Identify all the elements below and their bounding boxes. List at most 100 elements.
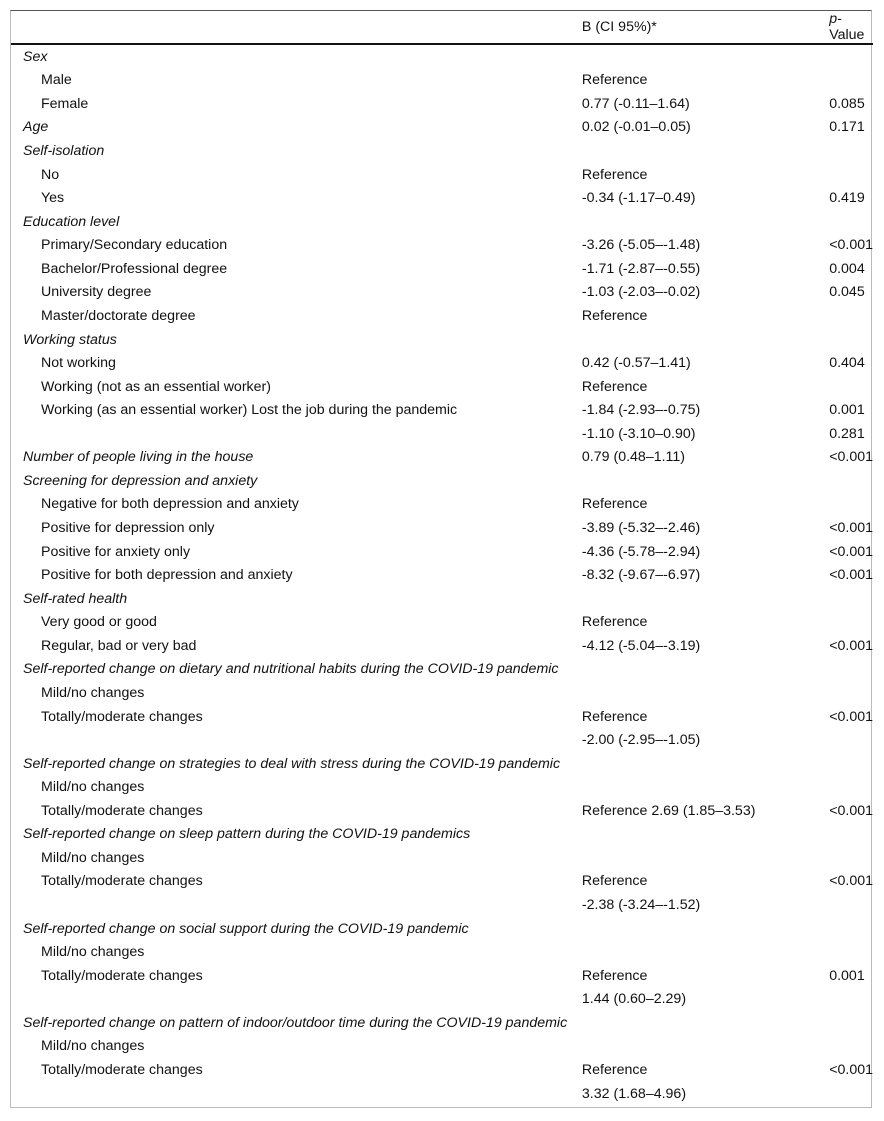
row-label: Not working <box>41 355 116 372</box>
row-label <box>11 1082 570 1106</box>
row-label: Self-reported change on social support d… <box>23 920 469 937</box>
row-b-ci: -1.10 (-3.10–0.90) <box>581 425 696 442</box>
row-label: Self-reported change on pattern of indoo… <box>23 1014 568 1031</box>
row-p-value <box>818 917 873 941</box>
row-b-ci: 0.79 (0.48–1.11) <box>581 449 685 466</box>
row-p-value <box>818 1011 873 1035</box>
row-b-ci: Reference <box>581 307 648 324</box>
row-label: Age <box>23 119 49 136</box>
table-row: 3.32 (1.68–4.96) <box>11 1082 873 1106</box>
category-row: Number of people living in the house 0.79… <box>11 446 873 470</box>
row-b-ci: 0.02 (-0.01–0.05) <box>581 119 691 136</box>
row-p-value <box>818 658 873 682</box>
table-row: Mild/no changes <box>11 681 873 705</box>
table-row: Mild/no changes <box>11 1035 873 1059</box>
category-row: Education level <box>11 210 873 234</box>
header-variable <box>11 11 570 45</box>
row-p-value <box>818 775 873 799</box>
row-b-ci <box>570 775 818 799</box>
table-row: Totally/moderate changes Reference <0.001 <box>11 870 873 894</box>
row-b-ci <box>570 469 818 493</box>
category-row: Self-isolation <box>11 139 873 163</box>
row-b-ci: -1.84 (-2.93–-0.75) <box>581 402 701 419</box>
table-frame <box>10 10 872 1108</box>
row-label: Screening for depression and anxiety <box>23 472 258 489</box>
category-row: Self-reported change on strategies to de… <box>11 752 873 776</box>
row-label: Education level <box>23 213 120 230</box>
row-p-value <box>818 940 873 964</box>
row-p-value: 0.171 <box>829 119 865 136</box>
row-b-ci: Reference <box>581 72 648 89</box>
table-row: -2.00 (-2.95–-1.05) <box>11 728 873 752</box>
category-row: Self-reported change on dietary and nutr… <box>11 658 873 682</box>
row-label <box>11 728 570 752</box>
row-p-value: <0.001 <box>829 237 873 254</box>
row-b-ci: 3.32 (1.68–4.96) <box>581 1085 687 1102</box>
table-row: -2.38 (-3.24–-1.52) <box>11 893 873 917</box>
table-row: Yes -0.34 (-1.17–0.49) 0.419 <box>11 186 873 210</box>
row-b-ci: -1.03 (-2.03–-0.02) <box>581 284 701 301</box>
row-label: Yes <box>41 190 65 207</box>
row-p-value <box>818 304 873 328</box>
table-row: Totally/moderate changes Reference 2.69 (… <box>11 799 873 823</box>
row-b-ci <box>570 210 818 234</box>
row-b-ci: -0.34 (-1.17–0.49) <box>581 190 696 207</box>
row-b-ci: 1.44 (0.60–2.29) <box>581 991 687 1008</box>
row-p-value: <0.001 <box>829 1061 873 1078</box>
table-row: Working (not as an essential worker) Refe… <box>11 375 873 399</box>
table-row: -1.10 (-3.10–0.90) 0.281 <box>11 422 873 446</box>
row-p-value <box>818 752 873 776</box>
row-p-value: <0.001 <box>829 708 873 725</box>
category-row: Screening for depression and anxiety <box>11 469 873 493</box>
row-b-ci: -4.12 (-5.04–-3.19) <box>581 637 701 654</box>
row-p-value: 0.001 <box>829 402 865 419</box>
row-p-value: 0.001 <box>829 967 865 984</box>
row-b-ci: -1.71 (-2.87–-0.55) <box>581 260 701 277</box>
row-p-value <box>818 328 873 352</box>
row-label: Mild/no changes <box>41 944 145 961</box>
row-label: Bachelor/Professional degree <box>41 260 228 277</box>
row-b-ci <box>570 587 818 611</box>
row-label: Self-rated health <box>23 590 128 607</box>
row-p-value <box>818 44 873 69</box>
row-b-ci <box>570 139 818 163</box>
row-p-value <box>818 163 873 187</box>
row-p-value <box>818 728 873 752</box>
table-row: Female 0.77 (-0.11–1.64) 0.085 <box>11 92 873 116</box>
table-row: Very good or good Reference <box>11 611 873 635</box>
row-b-ci <box>570 1035 818 1059</box>
row-p-value <box>818 139 873 163</box>
row-label <box>11 422 570 446</box>
table-header: B (CI 95%)* p-Value <box>11 11 873 45</box>
row-b-ci <box>570 940 818 964</box>
row-b-ci: Reference <box>581 166 648 183</box>
row-b-ci <box>570 681 818 705</box>
header-p-rest: -Value <box>829 11 865 43</box>
row-p-value <box>818 611 873 635</box>
row-label: Negative for both depression and anxiety <box>41 496 299 513</box>
table-row: University degree -1.03 (-2.03–-0.02) 0.04… <box>11 281 873 305</box>
row-label: Mild/no changes <box>41 849 145 866</box>
row-label: Totally/moderate changes <box>41 708 203 725</box>
table-row: Primary/Secondary education -3.26 (-5.05–… <box>11 234 873 258</box>
row-label: Working (as an essential worker) Lost th… <box>41 402 458 419</box>
row-p-value <box>818 587 873 611</box>
row-label <box>11 893 570 917</box>
row-label: Totally/moderate changes <box>41 1061 203 1078</box>
row-label: Self-reported change on sleep pattern du… <box>23 826 471 843</box>
row-b-ci: Reference <box>581 496 648 513</box>
row-b-ci <box>570 658 818 682</box>
row-p-value <box>818 681 873 705</box>
row-p-value: 0.004 <box>829 260 865 277</box>
row-p-value: 0.404 <box>829 355 865 372</box>
row-b-ci <box>570 752 818 776</box>
row-label: Female <box>41 95 89 112</box>
row-label: Working status <box>23 331 117 348</box>
row-b-ci: -3.89 (-5.32–-2.46) <box>581 520 701 537</box>
table-row: Positive for both depression and anxiety… <box>11 563 873 587</box>
table-row: Mild/no changes <box>11 775 873 799</box>
row-p-value: <0.001 <box>829 637 873 654</box>
header-p-value: p-Value <box>818 11 873 45</box>
row-b-ci: -4.36 (-5.78–-2.94) <box>581 543 701 560</box>
table-row: Totally/moderate changes Reference <0.001 <box>11 1058 873 1082</box>
